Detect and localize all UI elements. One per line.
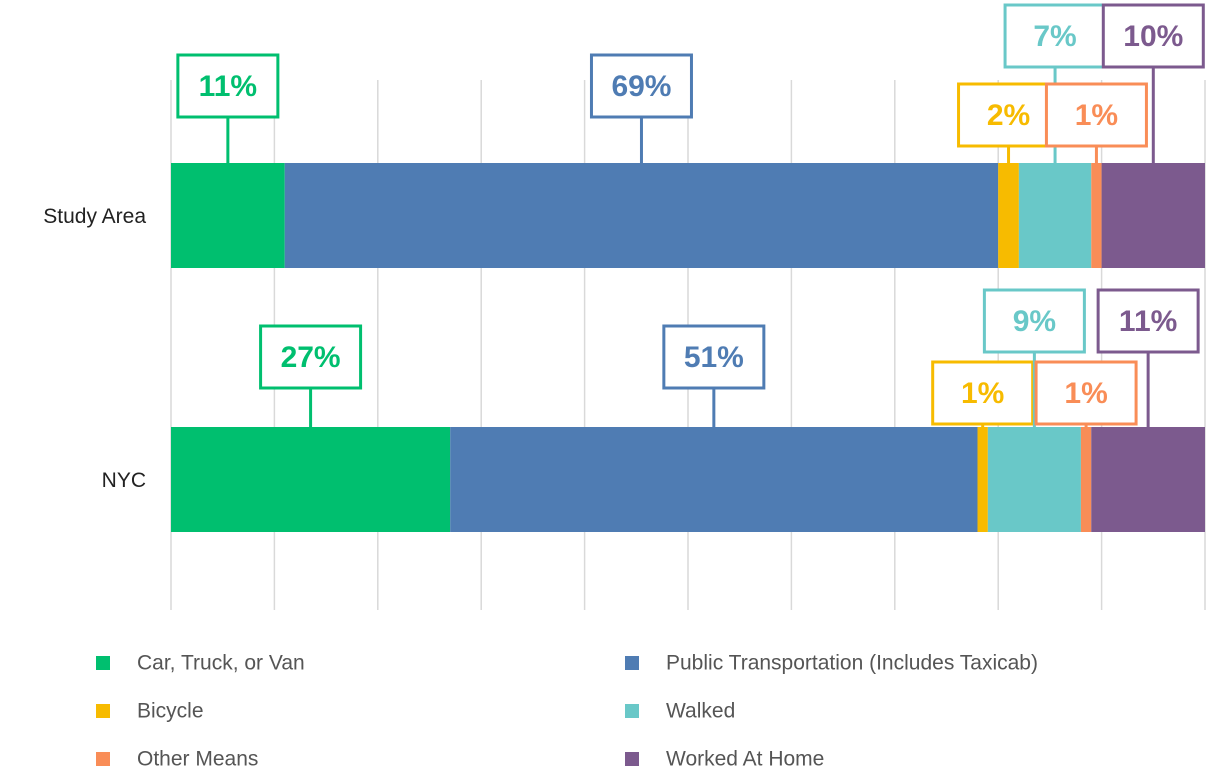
legend-swatch [96,704,110,718]
callout-box [1096,288,1200,354]
data-label: 69% [611,70,671,103]
legend-label: Other Means [137,748,258,771]
legend-label: Bicycle [137,700,204,723]
bar-segment [977,427,988,532]
data-label: 7% [1033,20,1076,53]
data-label: 1% [1075,99,1118,132]
legend-swatch [96,752,110,766]
callout-box [1003,3,1107,69]
callout-box [982,288,1086,354]
legend-label: Walked [666,700,735,723]
legend-label: Car, Truck, or Van [137,652,305,675]
callout-box [1101,3,1205,69]
callout-box [176,53,280,119]
callout-box [662,324,766,390]
bar-segment [1091,163,1102,268]
data-label: 11% [1119,305,1177,338]
callout-box [1034,360,1138,426]
bar-segment [987,427,1081,532]
data-label: 1% [961,377,1004,410]
bar-segment [284,163,999,268]
legend-label: Worked At Home [666,748,824,771]
bar-segment [998,163,1019,268]
bar-segment [171,163,285,268]
bar-segment [1091,427,1205,532]
legend-label: Public Transportation (Includes Taxicab) [666,652,1038,675]
data-label: 51% [684,341,744,374]
bar-segment [450,427,978,532]
legend-swatch [625,752,639,766]
callout-box [931,360,1035,426]
callout-box [589,53,693,119]
callout-box [1044,82,1148,148]
category-label: NYC [102,469,146,492]
legend-swatch [625,656,639,670]
data-label: 27% [281,341,341,374]
legend-swatch [96,656,110,670]
data-label: 10% [1123,20,1183,53]
legend-swatch [625,704,639,718]
bar-segment [1080,427,1092,532]
bar-segment [1018,163,1092,268]
bar-segment [1101,163,1205,268]
bar-segment [171,427,451,532]
data-label: 2% [987,99,1030,132]
data-label: 11% [199,70,257,103]
data-label: 1% [1064,377,1107,410]
callout-box [259,324,363,390]
data-label: 9% [1013,305,1056,338]
category-label: Study Area [43,205,146,228]
